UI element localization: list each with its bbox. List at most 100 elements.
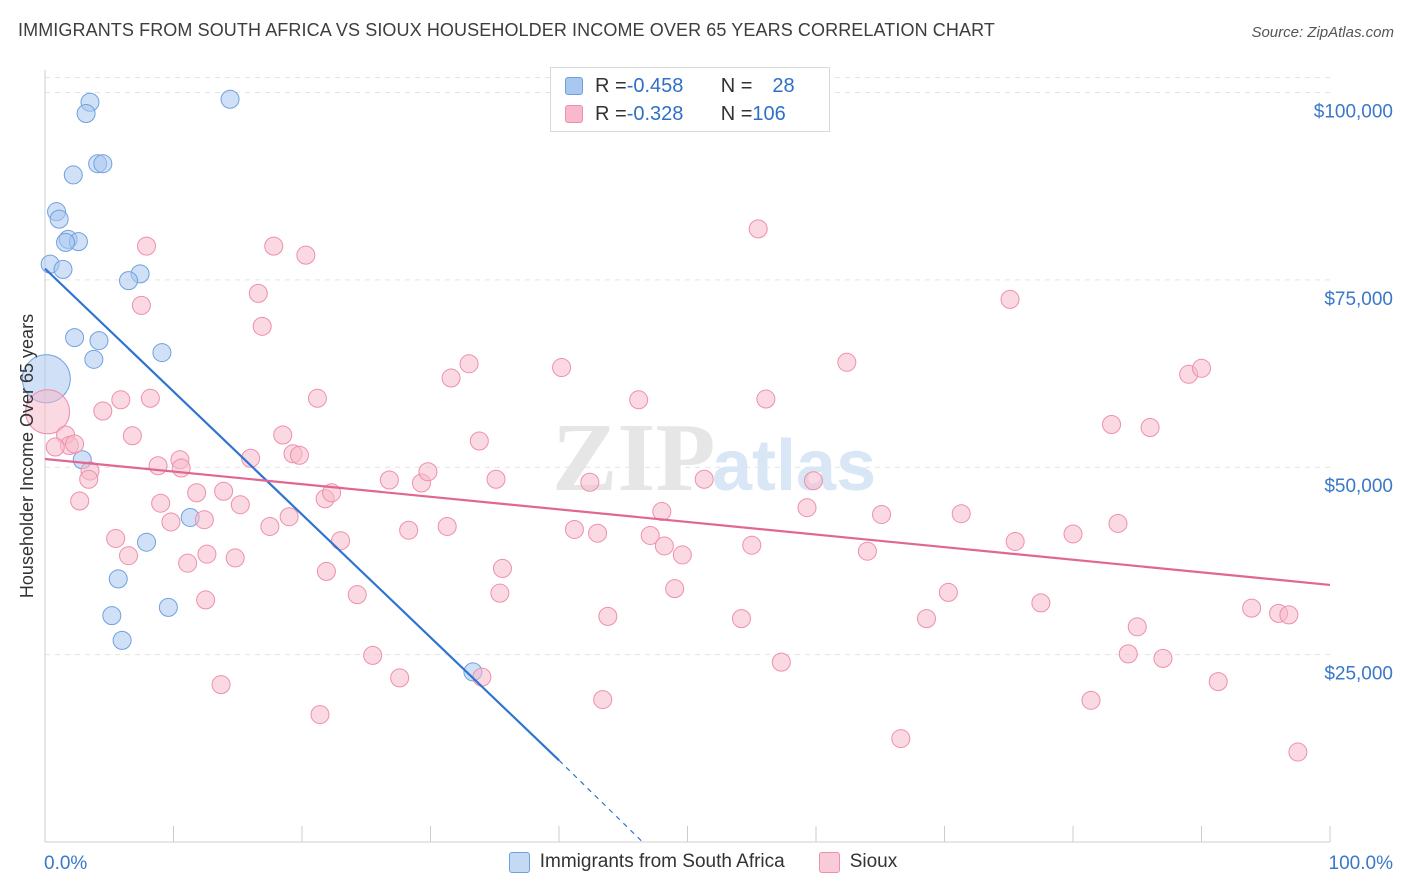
series2-point bbox=[629, 390, 649, 410]
series2-point bbox=[951, 504, 971, 524]
y-tick-label: $25,000 bbox=[1324, 664, 1393, 685]
series2-point bbox=[379, 470, 399, 490]
series2-point bbox=[1005, 531, 1025, 551]
series2-point bbox=[1063, 524, 1083, 544]
series1-point bbox=[56, 232, 76, 252]
legend-label-series1: Immigrants from South Africa bbox=[539, 851, 785, 872]
series2-point bbox=[331, 531, 351, 551]
series2-point bbox=[119, 546, 139, 566]
series2-swatch bbox=[565, 105, 583, 123]
series2-point bbox=[260, 516, 280, 536]
legend-item-series1[interactable]: Immigrants from South Africa bbox=[508, 851, 785, 873]
series2-point bbox=[1118, 644, 1138, 664]
series2-point bbox=[93, 401, 113, 421]
series2-point bbox=[211, 675, 231, 695]
series2-point bbox=[140, 388, 160, 408]
series2-point bbox=[111, 390, 131, 410]
series2-point bbox=[640, 525, 660, 545]
stats-row-series1: R = -0.458 N = 28 bbox=[565, 73, 795, 99]
series1-point bbox=[220, 89, 240, 109]
series2-point bbox=[178, 553, 198, 573]
series2-point bbox=[748, 219, 768, 239]
series2-point bbox=[279, 507, 299, 527]
series2-point bbox=[1153, 648, 1173, 668]
series2-point bbox=[137, 236, 157, 256]
series1-point bbox=[137, 532, 157, 552]
series2-point bbox=[598, 606, 618, 626]
series2-point bbox=[1192, 358, 1211, 378]
series2-point bbox=[437, 516, 457, 536]
series1-point bbox=[152, 343, 172, 363]
series1-point bbox=[112, 630, 132, 650]
legend-item-series2[interactable]: Sioux bbox=[818, 851, 897, 873]
series2-point bbox=[214, 481, 234, 501]
series2-point bbox=[241, 448, 261, 468]
series2-point bbox=[872, 504, 892, 524]
series1-point bbox=[49, 209, 69, 229]
series1-point bbox=[108, 569, 128, 589]
series2-point bbox=[197, 544, 217, 564]
series2-point bbox=[390, 668, 410, 688]
series2-point bbox=[289, 445, 309, 465]
series2-point bbox=[194, 510, 214, 530]
r-label: R = bbox=[595, 74, 627, 97]
series2-point bbox=[654, 536, 674, 556]
n-label: N = bbox=[720, 74, 753, 97]
series1-point bbox=[158, 597, 178, 617]
chart-title: IMMIGRANTS FROM SOUTH AFRICA VS SIOUX HO… bbox=[18, 20, 995, 40]
y-tick-label: $50,000 bbox=[1324, 476, 1393, 497]
series2-point bbox=[771, 652, 791, 672]
series2-point bbox=[399, 520, 419, 540]
series2-point bbox=[756, 389, 776, 409]
series2-point bbox=[837, 352, 857, 372]
y-tick-label: $75,000 bbox=[1324, 289, 1393, 310]
series2-point bbox=[131, 295, 151, 315]
series2-point bbox=[803, 471, 823, 491]
series2-point bbox=[1242, 598, 1262, 618]
series2-point bbox=[472, 667, 492, 687]
series2-point bbox=[486, 469, 506, 489]
series2-point bbox=[441, 368, 461, 388]
series1-swatch bbox=[565, 77, 583, 95]
series2-point bbox=[248, 283, 268, 303]
series1-trend-line bbox=[44, 267, 560, 762]
watermark-atlas: atlas bbox=[712, 426, 876, 506]
series2-point bbox=[665, 579, 685, 599]
series2-point bbox=[65, 434, 85, 454]
series2-point bbox=[1279, 605, 1299, 625]
series2-point bbox=[938, 582, 958, 602]
series2-point bbox=[797, 498, 817, 518]
series2-point bbox=[742, 535, 762, 555]
stats-legend: R = -0.458 N = 28 R = -0.328 N = 106 bbox=[550, 67, 830, 132]
series2-point bbox=[1108, 513, 1128, 533]
series2-point bbox=[273, 425, 293, 445]
series2-point bbox=[588, 523, 608, 543]
r-value: -0.328 bbox=[626, 102, 684, 125]
series2-point bbox=[310, 705, 330, 725]
r-label: R = bbox=[595, 102, 627, 125]
series1-point bbox=[89, 331, 109, 351]
series2-point bbox=[171, 458, 191, 478]
series2-point bbox=[307, 388, 327, 408]
series2-point bbox=[264, 236, 284, 256]
series2-point bbox=[151, 493, 171, 513]
series1-point bbox=[53, 259, 73, 279]
series2-point bbox=[230, 495, 250, 515]
series2-point bbox=[363, 645, 383, 665]
series2-point bbox=[347, 585, 367, 605]
series2-point bbox=[857, 541, 877, 561]
series2-point bbox=[1081, 690, 1101, 710]
series2-trend-line bbox=[44, 457, 1331, 587]
bottom-legend: Immigrants from South Africa Sioux bbox=[0, 851, 1406, 873]
series2-point bbox=[45, 437, 65, 457]
x-tick-label: 100.0% bbox=[1329, 853, 1394, 874]
series2-point bbox=[106, 528, 126, 548]
series2-point bbox=[316, 561, 336, 581]
series2-point bbox=[187, 483, 207, 503]
series1-point bbox=[65, 328, 85, 348]
series2-point bbox=[418, 462, 438, 482]
series1-point bbox=[102, 606, 122, 626]
series1-point bbox=[84, 349, 104, 369]
series1-legend-swatch bbox=[508, 851, 530, 873]
series1-point bbox=[63, 165, 83, 185]
